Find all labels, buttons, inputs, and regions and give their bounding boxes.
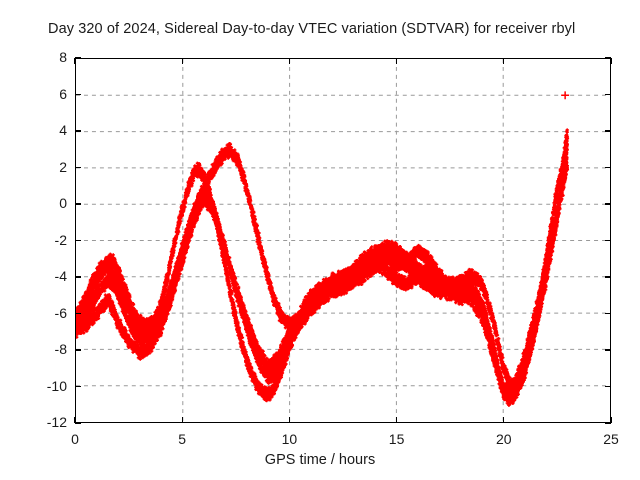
x-tick-label: 0 <box>71 431 79 447</box>
y-tick-label: 0 <box>29 195 67 211</box>
y-tick-label: 4 <box>29 122 67 138</box>
y-tick-label: -6 <box>29 305 67 321</box>
y-tick-label: 8 <box>29 49 67 65</box>
x-tick-label: 15 <box>389 431 405 447</box>
x-tick-label: 25 <box>603 431 619 447</box>
y-tick-label: -2 <box>29 232 67 248</box>
y-tick-label: -12 <box>29 414 67 430</box>
x-tick-label: 5 <box>178 431 186 447</box>
data-series-layer <box>76 91 570 407</box>
y-axis-label: SDTVAR / TECUs <box>0 0 2 170</box>
x-axis-label: GPS time / hours <box>0 452 640 468</box>
y-tick-label: -4 <box>29 268 67 284</box>
y-tick-label: -10 <box>29 378 67 394</box>
y-tick-label: -8 <box>29 341 67 357</box>
y-tick-label: 6 <box>29 86 67 102</box>
x-tick-label: 10 <box>282 431 298 447</box>
x-tick-label: 20 <box>496 431 512 447</box>
plot-area <box>75 58 611 423</box>
page-title: Day 320 of 2024, Sidereal Day-to-day VTE… <box>48 21 575 37</box>
y-tick-label: 2 <box>29 159 67 175</box>
